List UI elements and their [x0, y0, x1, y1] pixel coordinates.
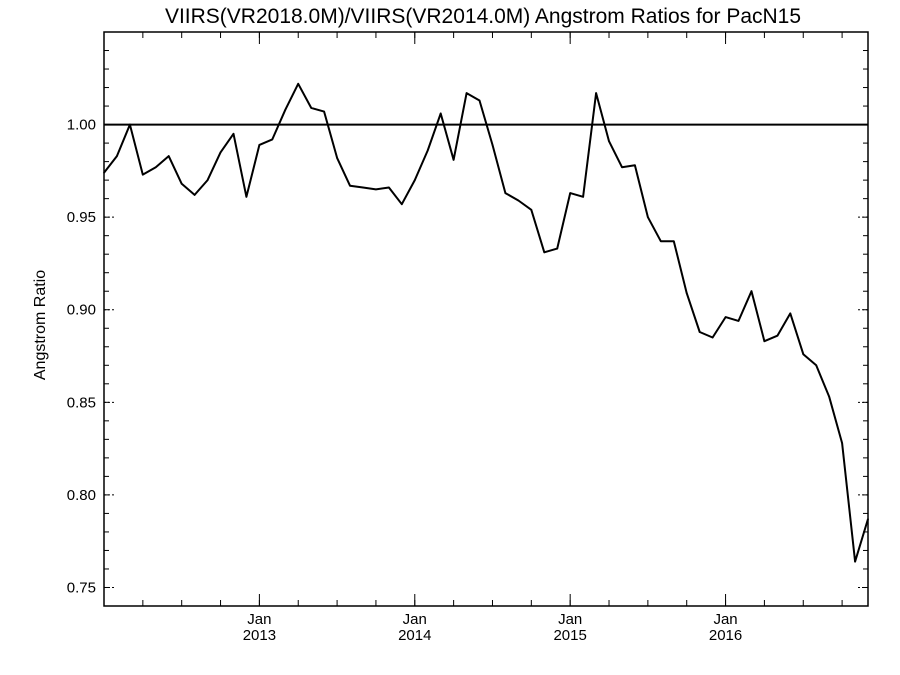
- data-point: [349, 184, 351, 187]
- data-point: [815, 364, 818, 367]
- x-tick-label-year: 2016: [709, 627, 742, 644]
- data-point: [582, 195, 584, 198]
- data-point: [310, 107, 312, 109]
- y-tick-label: 0.90: [67, 302, 96, 319]
- data-point: [388, 186, 390, 189]
- x-tick-label-year: 2014: [398, 627, 431, 644]
- x-tick-label-year: 2015: [553, 627, 586, 644]
- data-point: [841, 442, 843, 444]
- series-group: [103, 82, 869, 563]
- data-point: [154, 166, 157, 168]
- data-point: [413, 179, 416, 181]
- x-tick-label-year: 2013: [243, 627, 276, 644]
- data-point: [103, 171, 105, 174]
- y-tick-label: 0.85: [67, 394, 96, 411]
- x-tick-label-month: Jan: [247, 611, 271, 628]
- data-point: [530, 208, 533, 211]
- data-point: [478, 99, 481, 102]
- data-point: [685, 292, 688, 294]
- data-point: [660, 240, 662, 243]
- data-point: [284, 108, 287, 111]
- data-point: [258, 144, 261, 146]
- data-point: [737, 320, 740, 322]
- data-point: [802, 353, 805, 355]
- data-point: [569, 192, 571, 194]
- data-point: [867, 518, 869, 520]
- data-point: [776, 334, 779, 337]
- data-point: [465, 92, 468, 94]
- chart-title: VIIRS(VR2018.0M)/VIIRS(VR2014.0M) Angstr…: [165, 5, 801, 28]
- data-point: [634, 164, 636, 167]
- data-point: [711, 336, 714, 339]
- data-point: [543, 251, 546, 254]
- x-tick-label-month: Jan: [713, 611, 737, 628]
- data-point: [556, 247, 559, 250]
- data-point: [595, 92, 597, 94]
- minor-ticks: [103, 32, 868, 606]
- data-point: [504, 192, 507, 194]
- data-point: [452, 158, 455, 161]
- data-point: [621, 166, 623, 168]
- x-tick-label-month: Jan: [403, 611, 427, 628]
- y-tick-label: 1.00: [67, 117, 96, 134]
- y-axis-title: Angstrom Ratio: [32, 270, 49, 380]
- data-point: [232, 133, 235, 135]
- series-line: [103, 82, 869, 563]
- data-point: [375, 188, 377, 191]
- data-point: [439, 112, 442, 115]
- data-point: [142, 173, 144, 176]
- data-point: [206, 179, 209, 181]
- y-tick-label: 0.80: [67, 487, 96, 504]
- data-point: [517, 199, 520, 202]
- data-point: [647, 216, 649, 218]
- data-point: [167, 155, 170, 157]
- data-point: [750, 290, 753, 293]
- data-point: [763, 340, 766, 343]
- data-point: [336, 157, 338, 159]
- data-point: [219, 151, 222, 154]
- data-point: [180, 183, 183, 185]
- data-point: [401, 203, 403, 205]
- data-point: [672, 240, 675, 243]
- data-point: [362, 186, 364, 189]
- data-point: [426, 149, 429, 152]
- data-point: [608, 140, 610, 143]
- y-tick-label: 0.95: [67, 209, 96, 226]
- data-point: [789, 312, 792, 315]
- plot-frame: [103, 31, 869, 607]
- y-tick-label: 0.75: [67, 579, 96, 596]
- data-point: [116, 155, 118, 157]
- data-point: [724, 316, 727, 318]
- data-point: [245, 195, 248, 198]
- data-point: [297, 83, 300, 85]
- data-point: [828, 395, 830, 398]
- data-point: [271, 138, 274, 141]
- data-point: [193, 194, 196, 196]
- data-point: [129, 123, 131, 126]
- data-point: [854, 560, 856, 563]
- x-tick-label-month: Jan: [558, 611, 582, 628]
- data-point: [698, 331, 701, 333]
- data-point: [491, 144, 494, 146]
- data-point: [323, 110, 325, 113]
